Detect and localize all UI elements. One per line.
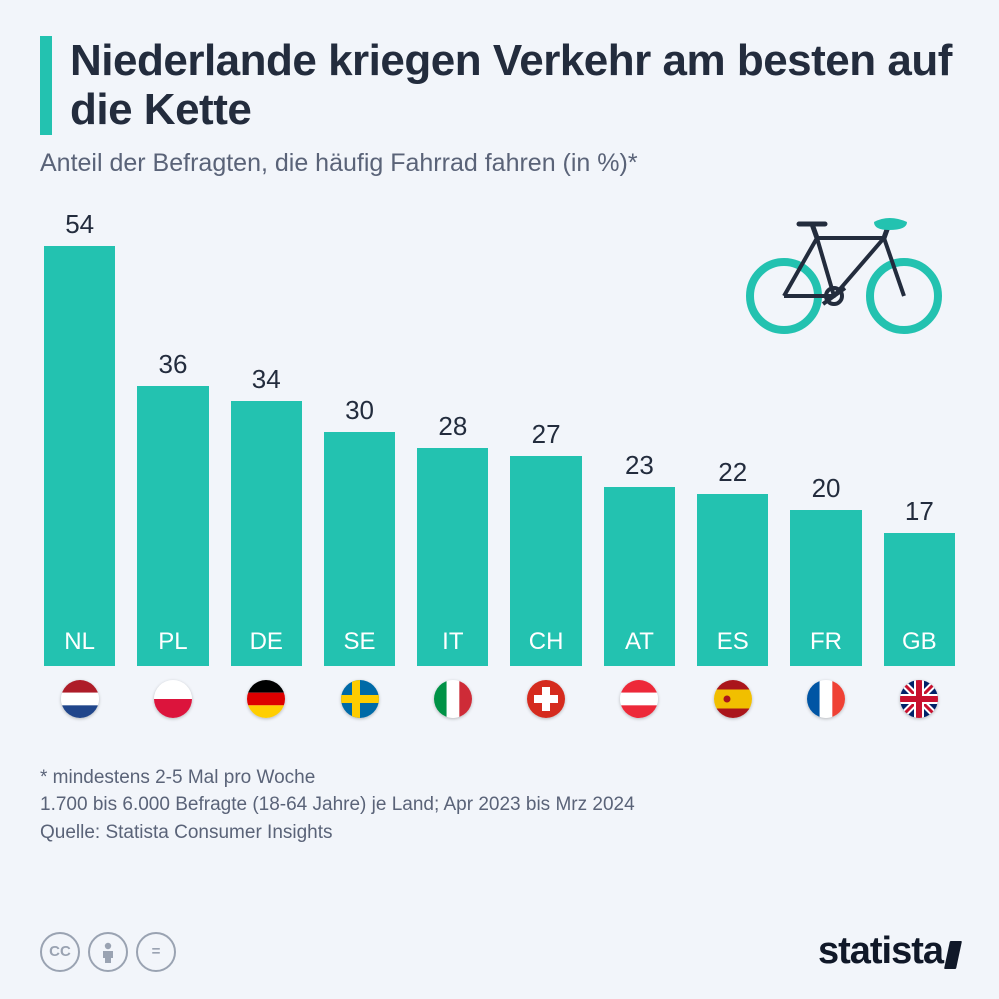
bar-nl: 54 NL [44, 209, 115, 666]
flag-de-icon [247, 680, 285, 718]
source-line: Quelle: Statista Consumer Insights [40, 819, 959, 847]
bar-label: CH [510, 628, 581, 656]
footnote-sample: 1.700 bis 6.000 Befragte (18-64 Jahre) j… [40, 791, 959, 819]
bar-label: ES [697, 628, 768, 656]
chart-area: 54 NL 36 PL 34 DE 30 SE 28 IT 27 CH 23 AT 22 ES 20 FR 17 GB [40, 206, 959, 736]
bar-at: 23 AT [604, 450, 675, 666]
bar-de: 34 DE [231, 364, 302, 665]
bar-label: FR [790, 628, 861, 656]
flag-fr-icon [807, 680, 845, 718]
flag-slot [697, 680, 768, 718]
footnotes: * mindestens 2-5 Mal pro Woche 1.700 bis… [40, 764, 959, 847]
bar-rect: NL [44, 246, 115, 666]
bar-value: 34 [252, 364, 281, 395]
cc-cc-icon: CC [40, 932, 80, 972]
flag-nl-icon [61, 680, 99, 718]
flag-slot [510, 680, 581, 718]
license-badges: CC = [40, 932, 176, 972]
bar-it: 28 IT [417, 411, 488, 666]
bar-ch: 27 CH [510, 419, 581, 666]
bar-es: 22 ES [697, 457, 768, 665]
flag-gb-icon [900, 680, 938, 718]
flag-row [40, 666, 959, 718]
brand-accent-icon [944, 941, 962, 969]
cc-by-icon [88, 932, 128, 972]
bar-rect: CH [510, 456, 581, 666]
flag-slot [44, 680, 115, 718]
flag-se-icon [341, 680, 379, 718]
flag-it-icon [434, 680, 472, 718]
flag-es-icon [714, 680, 752, 718]
accent-bar [40, 36, 52, 135]
brand-logo: statista [818, 930, 959, 973]
flag-slot [604, 680, 675, 718]
footer: CC = statista [40, 930, 959, 973]
cc-nd-icon: = [136, 932, 176, 972]
brand-text: statista [818, 930, 943, 973]
bar-gb: 17 GB [884, 496, 955, 665]
bar-label: NL [44, 628, 115, 656]
bar-rect: ES [697, 494, 768, 665]
bar-value: 17 [905, 496, 934, 527]
chart-subtitle: Anteil der Befragten, die häufig Fahrrad… [40, 149, 959, 178]
bar-fr: 20 FR [790, 473, 861, 666]
flag-at-icon [620, 680, 658, 718]
bar-value: 54 [65, 209, 94, 240]
bar-value: 36 [158, 349, 187, 380]
bar-pl: 36 PL [137, 349, 208, 666]
bar-label: IT [417, 628, 488, 656]
flag-slot [137, 680, 208, 718]
flag-slot [884, 680, 955, 718]
bar-rect: PL [137, 386, 208, 666]
bar-value: 27 [532, 419, 561, 450]
flag-ch-icon [527, 680, 565, 718]
bar-rect: AT [604, 487, 675, 666]
bar-rect: SE [324, 432, 395, 665]
flag-pl-icon [154, 680, 192, 718]
bar-rect: DE [231, 401, 302, 665]
bar-rect: GB [884, 533, 955, 665]
bar-rect: FR [790, 510, 861, 666]
bar-rect: IT [417, 448, 488, 666]
bar-value: 22 [718, 457, 747, 488]
bar-label: PL [137, 628, 208, 656]
bar-se: 30 SE [324, 395, 395, 665]
bicycle-icon [739, 196, 949, 336]
bar-label: GB [884, 628, 955, 656]
header: Niederlande kriegen Verkehr am besten au… [40, 36, 959, 135]
bar-label: AT [604, 628, 675, 656]
flag-slot [417, 680, 488, 718]
bar-value: 28 [438, 411, 467, 442]
bar-value: 20 [812, 473, 841, 504]
bar-value: 23 [625, 450, 654, 481]
bar-value: 30 [345, 395, 374, 426]
chart-title: Niederlande kriegen Verkehr am besten au… [70, 36, 959, 135]
flag-slot [324, 680, 395, 718]
bar-label: SE [324, 628, 395, 656]
footnote-definition: * mindestens 2-5 Mal pro Woche [40, 764, 959, 792]
bar-label: DE [231, 628, 302, 656]
flag-slot [790, 680, 861, 718]
flag-slot [231, 680, 302, 718]
